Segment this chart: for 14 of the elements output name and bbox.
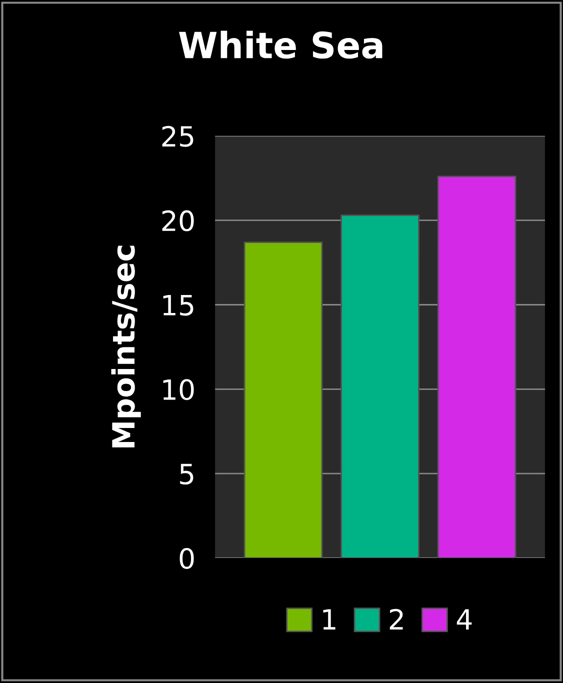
y-tick-label: 5	[180, 464, 194, 485]
legend-label: 4	[456, 609, 472, 630]
chart-title: White Sea	[179, 30, 382, 59]
y-tick-label: 20	[162, 210, 194, 232]
y-tick-label: 25	[162, 126, 194, 147]
bar	[244, 242, 323, 558]
y-tick-label: 15	[163, 295, 194, 316]
bar	[340, 214, 420, 558]
y-tick-label: 10	[163, 379, 194, 400]
y-axis-title: Mpoints/sec	[111, 246, 141, 448]
y-tick-label: 0	[180, 548, 194, 569]
bar	[437, 176, 516, 558]
legend-label: 2	[390, 608, 403, 630]
legend-label: 1	[323, 609, 336, 630]
